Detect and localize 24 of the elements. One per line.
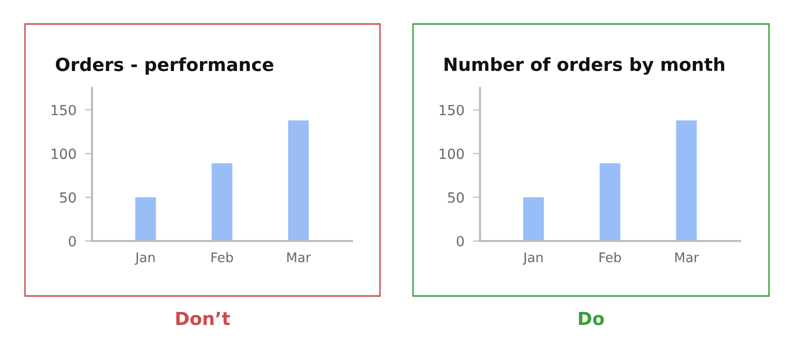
y-tick-label: 150	[440, 104, 464, 116]
x-tick-label: Jan	[522, 252, 543, 265]
y-tick-label: 100	[52, 148, 76, 160]
chart-title: Number of orders by month	[444, 57, 724, 75]
bar	[288, 120, 309, 241]
y-tick-label: 100	[440, 148, 464, 160]
x-tick-label: Mar	[675, 252, 699, 262]
y-tick-label: 0	[456, 236, 464, 246]
y-tick-label: 0	[68, 236, 76, 246]
x-tick-label: Jan	[134, 252, 155, 265]
bar	[523, 197, 544, 241]
bar	[212, 163, 232, 241]
x-tick-label: Feb	[212, 252, 233, 262]
bar	[600, 163, 620, 241]
y-tick-label: 150	[52, 104, 76, 116]
bar	[676, 120, 697, 241]
y-tick-label: 50	[448, 192, 464, 203]
text: Do	[578, 312, 604, 326]
chart-title: Orders - performance	[56, 57, 274, 75]
x-tick-label: Mar	[287, 252, 311, 262]
text: Don’t	[176, 312, 230, 326]
x-tick-label: Feb	[600, 252, 621, 262]
bar	[135, 197, 156, 241]
y-tick-label: 50	[60, 192, 76, 203]
